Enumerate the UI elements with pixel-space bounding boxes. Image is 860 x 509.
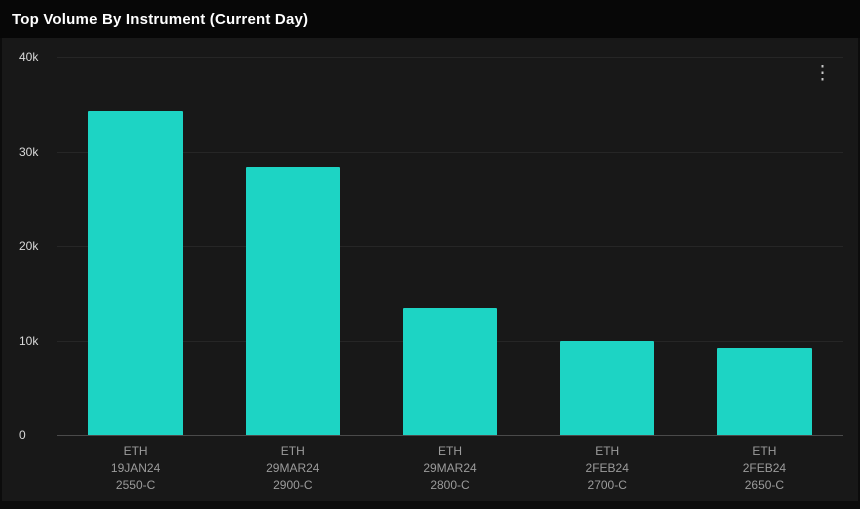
x-category-label: ETH 19JAN24 2550-C: [57, 443, 214, 494]
bar-eth-19jan24-2550c[interactable]: [88, 110, 183, 435]
bar-group: [57, 57, 214, 435]
y-tick-label: 40k: [19, 50, 39, 64]
gridline-20k: [57, 246, 843, 247]
x-label-line: ETH: [123, 444, 148, 458]
bar-eth-2feb24-2700c[interactable]: [560, 340, 655, 435]
x-label-line: 2700-C: [587, 478, 627, 492]
bar-group: [214, 57, 371, 435]
x-label-line: ETH: [280, 444, 305, 458]
x-category-label: ETH 29MAR24 2900-C: [214, 443, 371, 494]
bar-group: [529, 57, 686, 435]
y-tick-label: 20k: [19, 239, 39, 253]
plot-area: [57, 57, 843, 436]
x-label-line: 2800-C: [430, 478, 470, 492]
x-label-line: ETH: [752, 444, 777, 458]
plot-row: 40k 30k 20k 10k 0: [2, 38, 858, 442]
y-tick-label: 0: [19, 428, 26, 442]
chart-title: Top Volume By Instrument (Current Day): [12, 10, 309, 28]
gridline-30k: [57, 151, 843, 153]
bar-eth-2feb24-2650c[interactable]: [717, 348, 812, 435]
bar-group: [371, 57, 528, 435]
x-axis-baseline: [57, 435, 843, 436]
bars-container: [57, 57, 843, 435]
x-axis-labels: ETH 19JAN24 2550-C ETH 29MAR24 2900-C ET…: [57, 443, 843, 494]
bar-eth-29mar24-2900c[interactable]: [245, 166, 340, 435]
y-tick-label: 10k: [19, 333, 39, 348]
widget-header: Top Volume By Instrument (Current Day): [0, 0, 860, 38]
x-label-line: 2900-C: [273, 478, 313, 492]
x-category-label: ETH 2FEB24 2700-C: [529, 443, 686, 494]
x-label-line: 2650-C: [744, 478, 785, 492]
x-category-label: ETH 29MAR24 2800-C: [371, 443, 528, 494]
x-label-line: 19JAN24: [110, 461, 161, 475]
y-tick-label: 30k: [19, 144, 39, 159]
bar-eth-29mar24-2800c[interactable]: [402, 308, 498, 435]
kebab-menu-icon[interactable]: ⋮: [813, 63, 832, 84]
x-label-line: 2FEB24: [585, 461, 629, 475]
x-label-line: 2FEB24: [742, 461, 787, 475]
x-label-line: 2550-C: [115, 478, 156, 492]
x-label-line: 29MAR24: [423, 461, 477, 475]
x-label-line: ETH: [438, 444, 462, 458]
x-category-label: ETH 2FEB24 2650-C: [686, 443, 843, 494]
chart-panel: ⋮ 40k 30k 20k 10k 0: [2, 38, 858, 501]
x-label-line: 29MAR24: [266, 461, 320, 475]
bar-group: [686, 57, 843, 435]
x-label-line: ETH: [595, 444, 620, 458]
gridline-40k: [57, 57, 843, 58]
